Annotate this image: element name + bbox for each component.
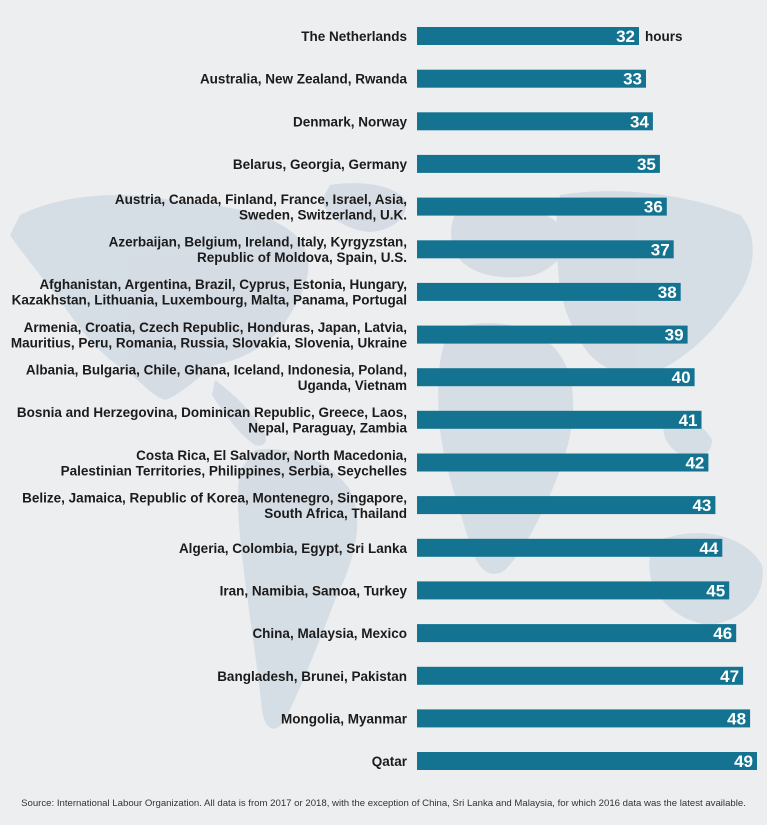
category-label-line: South Africa, Thailand xyxy=(264,506,407,521)
category-label: Costa Rica, El Salvador, North Macedonia… xyxy=(61,448,407,479)
value-label: 46 xyxy=(713,624,732,643)
category-label: Iran, Namibia, Samoa, Turkey xyxy=(220,583,408,598)
category-label-line: Belarus, Georgia, Germany xyxy=(233,157,408,172)
category-label: Bosnia and Herzegovina, Dominican Republ… xyxy=(17,405,408,436)
bar-35 xyxy=(417,154,660,173)
category-label-line: China, Malaysia, Mexico xyxy=(252,626,407,641)
bar-39 xyxy=(417,325,688,344)
category-label: Armenia, Croatia, Czech Republic, Hondur… xyxy=(11,320,408,351)
category-label-line: Palestinian Territories, Philippines, Se… xyxy=(61,463,407,478)
value-label: 49 xyxy=(734,752,753,771)
category-label: China, Malaysia, Mexico xyxy=(252,626,407,641)
category-label: Afghanistan, Argentina, Brazil, Cyprus, … xyxy=(12,277,407,308)
category-label: Belarus, Georgia, Germany xyxy=(233,157,408,172)
category-label-line: Qatar xyxy=(372,754,408,769)
category-label: Qatar xyxy=(372,754,408,769)
source-note: Source: International Labour Organizatio… xyxy=(21,798,746,809)
category-label-line: Sweden, Switzerland, U.K. xyxy=(239,207,407,222)
bar-42 xyxy=(417,453,709,472)
category-label-line: Belize, Jamaica, Republic of Korea, Mont… xyxy=(22,490,407,505)
bar-41 xyxy=(417,410,702,429)
category-label-line: Denmark, Norway xyxy=(293,114,408,129)
category-label-line: Albania, Bulgaria, Chile, Ghana, Iceland… xyxy=(26,362,407,377)
bar-32 xyxy=(417,27,639,45)
value-labels-group: 32 33 34 35 36 37 38 39 40 41 42 43 44 45 46 47 48 49 xyxy=(616,27,753,771)
map-south-america xyxy=(237,449,358,729)
value-label: 41 xyxy=(679,411,698,430)
category-label: Albania, Bulgaria, Chile, Ghana, Iceland… xyxy=(26,362,407,393)
category-label-line: Afghanistan, Argentina, Brazil, Cyprus, … xyxy=(39,277,407,292)
category-label: Australia, New Zealand, Rwanda xyxy=(200,72,408,87)
value-label: 37 xyxy=(651,240,670,259)
category-label-line: Republic of Moldova, Spain, U.S. xyxy=(197,250,407,265)
bar-45 xyxy=(417,581,730,600)
bar-49 xyxy=(417,752,757,770)
value-label: 35 xyxy=(637,155,656,174)
value-label: 42 xyxy=(685,454,704,473)
value-label: 43 xyxy=(692,496,711,515)
category-label-line: Bangladesh, Brunei, Pakistan xyxy=(217,669,407,684)
category-labels-group: The Netherlands Australia, New Zealand, R… xyxy=(11,29,408,769)
bars-group xyxy=(417,27,757,770)
value-label: 38 xyxy=(658,283,677,302)
value-label: 40 xyxy=(672,368,691,387)
category-label-line: Mauritius, Peru, Romania, Russia, Slovak… xyxy=(11,335,408,350)
bar-46 xyxy=(417,624,737,643)
bar-44 xyxy=(417,538,723,557)
bar-33 xyxy=(417,69,646,88)
category-label: Bangladesh, Brunei, Pakistan xyxy=(217,669,407,684)
bar-43 xyxy=(417,496,716,515)
category-label: Belize, Jamaica, Republic of Korea, Mont… xyxy=(22,490,407,521)
category-label-line: Armenia, Croatia, Czech Republic, Hondur… xyxy=(24,320,407,335)
value-label: 45 xyxy=(706,581,725,600)
value-label: 34 xyxy=(630,112,649,131)
category-label-line: Azerbaijan, Belgium, Ireland, Italy, Kyr… xyxy=(109,235,407,250)
value-label: 32 xyxy=(616,27,635,46)
category-label-line: Kazakhstan, Lithuania, Luxembourg, Malta… xyxy=(12,293,407,308)
category-label: Algeria, Colombia, Egypt, Sri Lanka xyxy=(179,541,408,556)
value-label: 44 xyxy=(699,539,718,558)
map-greenland xyxy=(322,183,406,232)
category-label-line: Iran, Namibia, Samoa, Turkey xyxy=(220,583,408,598)
category-label: Azerbaijan, Belgium, Ireland, Italy, Kyr… xyxy=(109,235,407,266)
value-label: 48 xyxy=(727,709,746,728)
category-label-line: Uganda, Vietnam xyxy=(298,378,407,393)
unit-label: hours xyxy=(645,29,683,44)
bar-37 xyxy=(417,240,674,259)
map-central-america xyxy=(212,380,266,446)
value-label: 36 xyxy=(644,198,663,217)
category-label: Denmark, Norway xyxy=(293,114,408,129)
category-label-line: The Netherlands xyxy=(301,29,407,44)
bar-38 xyxy=(417,282,681,301)
category-label-line: Nepal, Paraguay, Zambia xyxy=(248,421,407,436)
bar-chart: The Netherlands Australia, New Zealand, R… xyxy=(11,27,757,771)
bar-47 xyxy=(417,666,744,685)
category-label-line: Australia, New Zealand, Rwanda xyxy=(200,72,408,87)
value-label: 33 xyxy=(623,70,642,89)
category-label: Austria, Canada, Finland, France, Israel… xyxy=(115,192,407,223)
bar-48 xyxy=(417,709,751,728)
category-label: The Netherlands xyxy=(301,29,407,44)
bar-34 xyxy=(417,112,653,131)
category-label-line: Costa Rica, El Salvador, North Macedonia… xyxy=(136,448,407,463)
value-label: 39 xyxy=(665,326,684,345)
category-label: Mongolia, Myanmar xyxy=(281,711,408,726)
bar-36 xyxy=(417,197,667,216)
bar-40 xyxy=(417,368,695,387)
value-label: 47 xyxy=(720,667,739,686)
category-label-line: Austria, Canada, Finland, France, Israel… xyxy=(115,192,407,207)
category-label-line: Mongolia, Myanmar xyxy=(281,711,408,726)
category-label-line: Algeria, Colombia, Egypt, Sri Lanka xyxy=(179,541,408,556)
category-label-line: Bosnia and Herzegovina, Dominican Republ… xyxy=(17,405,407,420)
map-north-america xyxy=(10,195,309,400)
